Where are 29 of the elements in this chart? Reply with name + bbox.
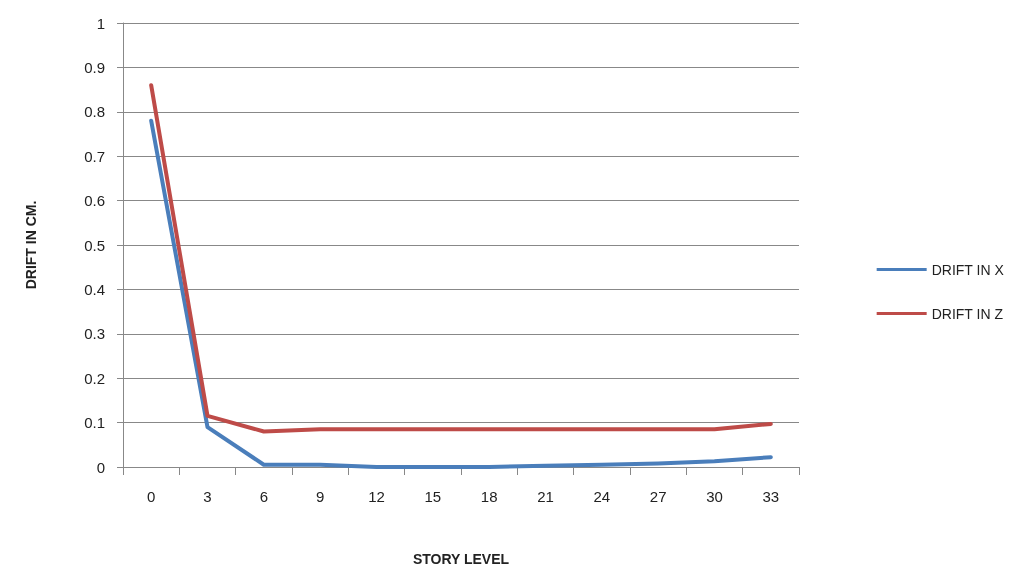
x-tick-label: 30 bbox=[706, 488, 723, 505]
y-tick-label: 0.1 bbox=[84, 414, 105, 432]
x-axis-title: STORY LEVEL bbox=[412, 551, 510, 567]
x-tick-label: 33 bbox=[762, 488, 780, 505]
legend-label: DRIFT IN Z bbox=[931, 305, 1004, 322]
legend-label: DRIFT IN X bbox=[931, 261, 1005, 278]
y-tick-label: 0.8 bbox=[84, 103, 105, 121]
x-tick-label: 27 bbox=[649, 488, 667, 505]
x-tick-label: 15 bbox=[424, 488, 442, 505]
y-tick-label: 0.5 bbox=[84, 236, 105, 254]
x-tick-label: 3 bbox=[203, 488, 212, 505]
y-tick-label: 0.6 bbox=[84, 192, 105, 210]
y-axis-title: DRIFT IN CM. bbox=[23, 200, 39, 290]
y-tick-label: 0.9 bbox=[84, 58, 105, 76]
x-tick-label: 6 bbox=[259, 488, 269, 505]
y-tick-label: 0.7 bbox=[84, 147, 105, 165]
line-series bbox=[149, 118, 773, 469]
y-tick-label: 0.4 bbox=[84, 280, 105, 298]
x-tick-label: 9 bbox=[315, 488, 325, 505]
y-tick-label: 0.2 bbox=[84, 369, 105, 387]
x-tick-label: 12 bbox=[368, 488, 385, 505]
x-tick-label: 24 bbox=[593, 488, 611, 505]
line-series bbox=[149, 83, 773, 434]
y-tick-label: 0.3 bbox=[84, 325, 105, 343]
x-tick-label: 18 bbox=[480, 488, 498, 505]
y-tick-label: 1 bbox=[96, 14, 105, 32]
y-tick-label: 0 bbox=[96, 458, 105, 476]
x-tick-label: 0 bbox=[146, 488, 156, 505]
x-tick-label: 21 bbox=[537, 488, 554, 505]
